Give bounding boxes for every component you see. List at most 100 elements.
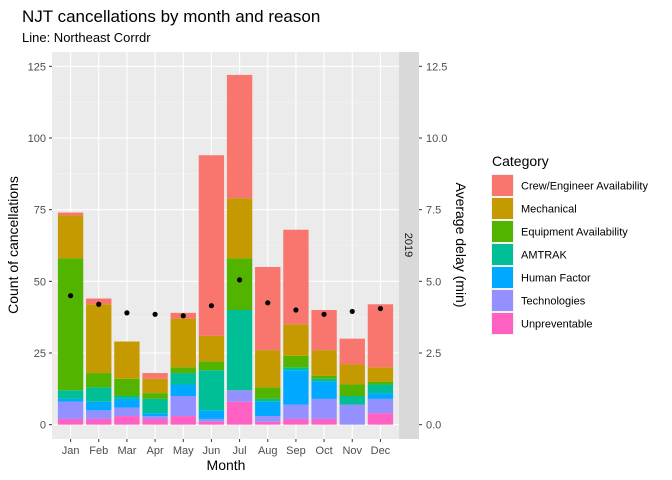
bar-amtrak-apr <box>142 398 168 414</box>
legend-label: Technologies <box>521 296 586 308</box>
bar-equipment-availability-may <box>170 367 196 374</box>
avg-delay-point-oct <box>321 311 327 317</box>
x-tick-label: Dec <box>371 445 391 457</box>
y2-tick-label: 12.5 <box>426 61 447 73</box>
avg-delay-point-jul <box>236 277 243 283</box>
bar-technologies-jul <box>226 390 253 402</box>
bar-human-factor-may <box>170 384 196 396</box>
bar-human-factor-feb <box>86 401 112 411</box>
bar-crew-engineer-availability-apr <box>142 373 168 379</box>
bar-equipment-availability-jul <box>226 258 253 310</box>
bar-equipment-availability-jun <box>198 361 225 371</box>
bar-equipment-availability-apr <box>142 393 168 399</box>
y2-tick-label: 0.0 <box>426 420 441 432</box>
bar-technologies-jun <box>198 418 225 422</box>
bar-amtrak-nov <box>339 396 365 405</box>
x-tick-label: Aug <box>258 445 278 457</box>
bar-crew-engineer-availability-jan <box>57 212 84 216</box>
y2-tick-label: 7.5 <box>426 205 441 217</box>
bar-crew-engineer-availability-dec <box>367 304 394 368</box>
bar-amtrak-oct <box>311 378 337 382</box>
bar-amtrak-may <box>170 373 196 385</box>
bar-technologies-apr <box>142 416 168 419</box>
avg-delay-point-jan <box>67 293 74 299</box>
bar-mechanical-nov <box>339 364 365 385</box>
avg-delay-point-aug <box>265 300 271 306</box>
bar-technologies-nov <box>339 404 365 425</box>
legend-label: Crew/Engineer Availability <box>521 181 648 193</box>
bar-unpreventable-apr <box>142 418 168 425</box>
bar-mechanical-jul <box>226 198 253 259</box>
legend-key <box>492 244 513 265</box>
bar-equipment-availability-feb <box>86 373 112 388</box>
y2-tick-label: 10.0 <box>426 133 447 145</box>
avg-delay-point-jun <box>208 303 215 309</box>
legend-label: Human Factor <box>521 273 591 285</box>
chart-title: NJT cancellations by month and reason <box>22 7 320 26</box>
bar-crew-engineer-availability-aug <box>255 267 281 351</box>
x-tick-label: Jul <box>233 445 247 457</box>
bar-mechanical-apr <box>142 378 168 394</box>
bar-unpreventable-feb <box>86 418 112 425</box>
y2-axis: 0.0 2.5 5.0 7.5 10.0 12.5 <box>419 61 447 432</box>
y-tick-label: 125 <box>28 61 46 73</box>
avg-delay-point-nov <box>349 308 355 315</box>
bar-mechanical-aug <box>255 350 281 388</box>
legend-title: Category <box>492 153 549 169</box>
legend-key <box>492 313 513 334</box>
legend-label: Unpreventable <box>521 319 593 331</box>
y-tick-label: 25 <box>34 348 46 360</box>
bar-unpreventable-dec <box>367 413 394 425</box>
legend-label: Mechanical <box>521 204 577 216</box>
avg-delay-point-sep <box>293 307 299 313</box>
bar-equipment-availability-oct <box>311 375 337 379</box>
x-tick-label: Jun <box>203 445 221 457</box>
x-tick-label: May <box>173 445 194 457</box>
avg-delay-point-apr <box>152 311 158 317</box>
legend-label: AMTRAK <box>521 250 568 262</box>
chart-subtitle: Line: Northeast Corrdr <box>22 30 151 45</box>
bar-amtrak-dec <box>367 384 394 394</box>
bar-crew-engineer-availability-jul <box>226 74 253 199</box>
bar-technologies-mar <box>114 407 140 417</box>
bar-unpreventable-jun <box>198 421 225 425</box>
avg-delay-point-feb <box>96 301 102 307</box>
bar-unpreventable-aug <box>255 421 281 425</box>
bar-human-factor-jun <box>198 410 225 419</box>
avg-delay-point-dec <box>377 305 384 312</box>
bar-technologies-sep <box>283 404 309 419</box>
bar-technologies-feb <box>86 410 112 419</box>
bar-stacks <box>57 74 394 425</box>
avg-delay-point-mar <box>124 310 130 316</box>
bar-mechanical-feb <box>86 304 112 374</box>
y2-tick-label: 5.0 <box>426 276 441 288</box>
bar-crew-engineer-availability-jun <box>198 155 225 336</box>
bar-human-factor-sep <box>283 370 309 405</box>
x-axis-title: Month <box>207 457 246 473</box>
bar-amtrak-jul <box>226 310 253 391</box>
bar-mechanical-mar <box>114 341 140 379</box>
bar-mechanical-oct <box>311 350 337 376</box>
bar-technologies-aug <box>255 416 281 422</box>
bar-equipment-availability-aug <box>255 387 281 399</box>
x-tick-label: Oct <box>316 445 333 457</box>
legend-key <box>492 221 513 242</box>
bar-amtrak-sep <box>283 367 309 371</box>
x-tick-label: Nov <box>342 445 362 457</box>
bar-mechanical-dec <box>367 367 394 382</box>
bar-unpreventable-sep <box>283 418 309 425</box>
legend: Crew/Engineer Availability Mechanical Equi… <box>491 174 648 335</box>
bar-amtrak-feb <box>86 387 112 402</box>
bar-mechanical-sep <box>283 324 309 356</box>
bar-equipment-availability-dec <box>367 381 394 385</box>
x-tick-label: Sep <box>286 445 306 457</box>
legend-label: Equipment Availability <box>521 227 628 239</box>
bar-human-factor-dec <box>367 393 394 399</box>
bar-human-factor-apr <box>142 413 168 417</box>
y-tick-label: 100 <box>28 133 46 145</box>
bar-unpreventable-oct <box>311 418 337 425</box>
legend-key <box>492 290 513 311</box>
legend-key <box>492 198 513 219</box>
bar-unpreventable-jul <box>226 401 253 425</box>
avg-delay-point-may <box>180 313 186 319</box>
